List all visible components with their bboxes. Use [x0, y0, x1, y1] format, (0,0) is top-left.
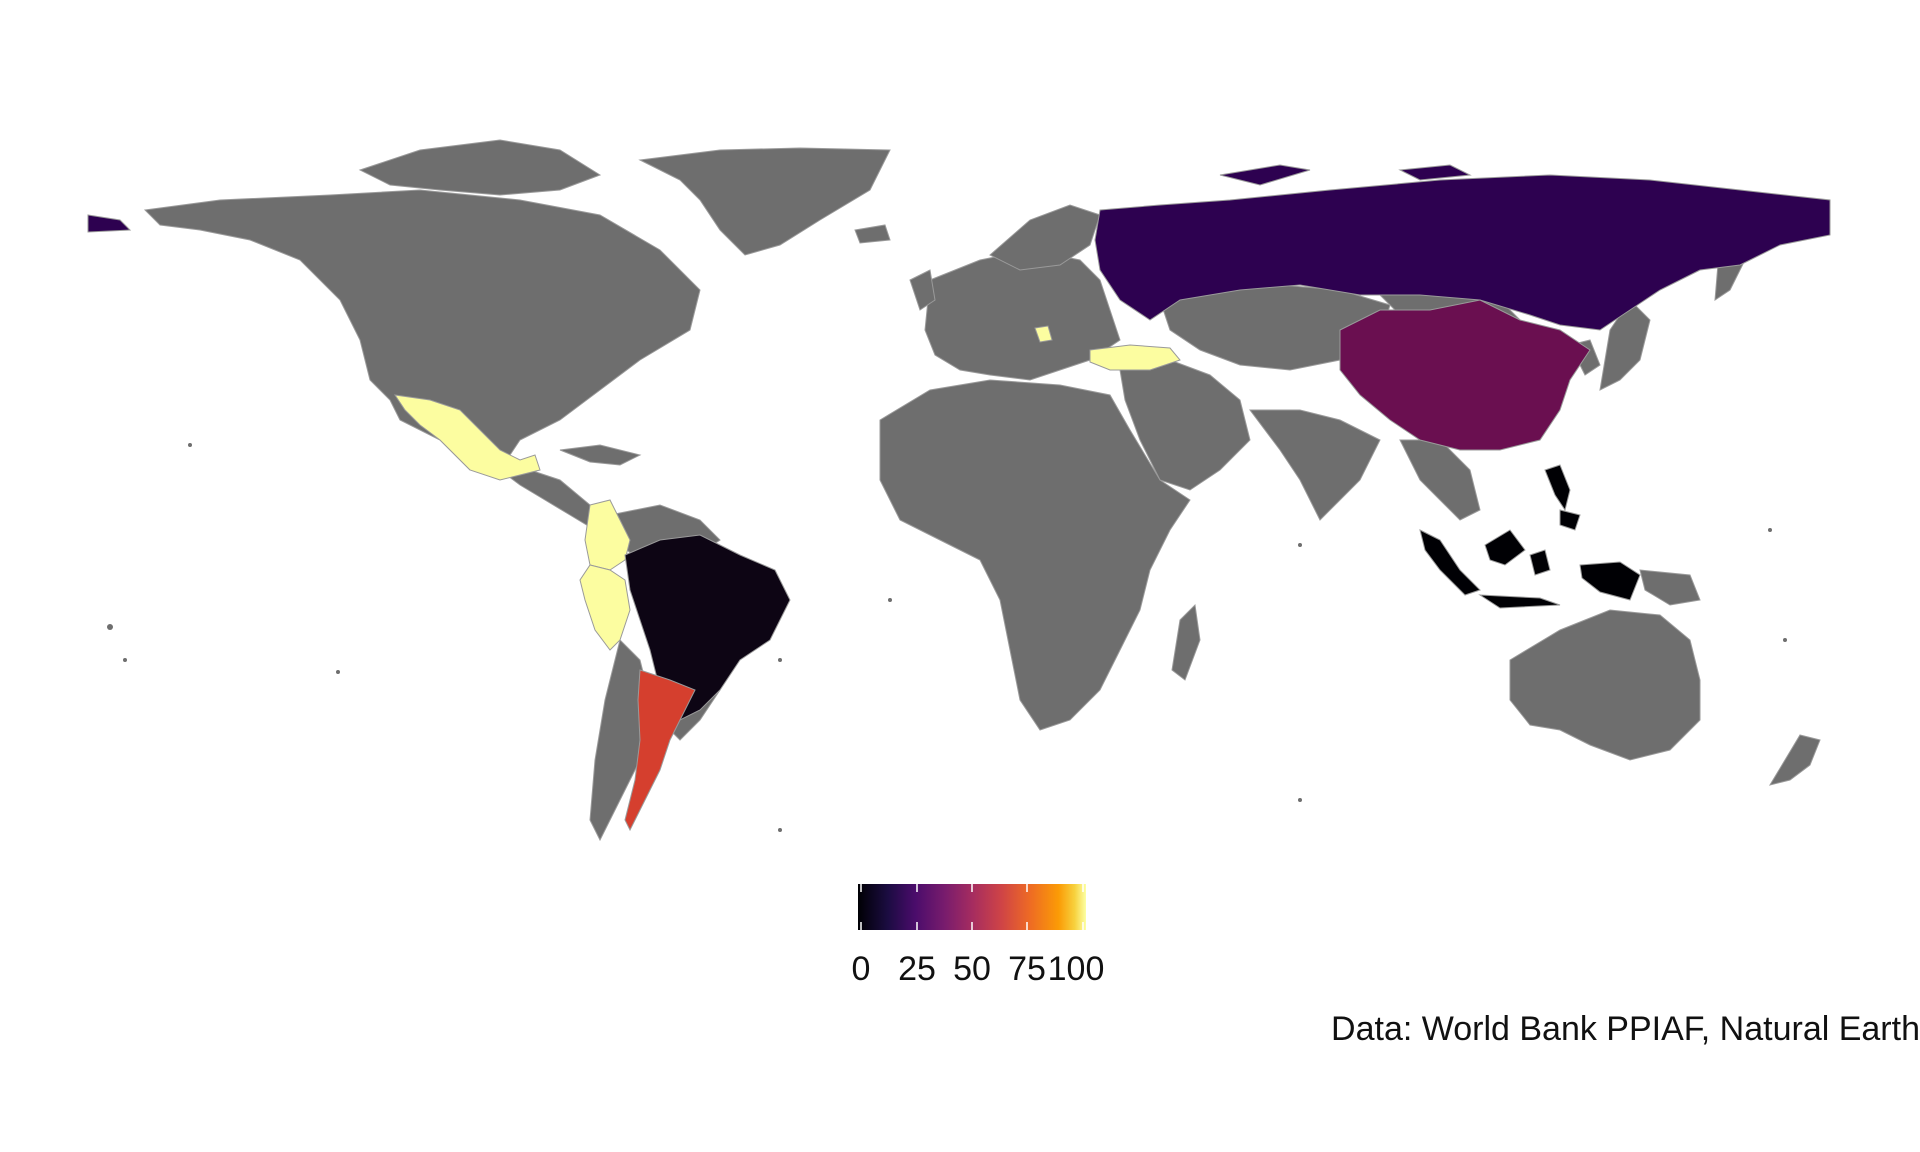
greenland	[638, 147, 891, 256]
legend-tick-50: 50	[953, 950, 991, 988]
australia	[1509, 609, 1701, 761]
serbia	[1034, 325, 1053, 343]
southeast-asia	[1399, 439, 1481, 521]
madagascar	[1171, 603, 1201, 681]
africa	[879, 379, 1191, 731]
peru	[579, 564, 631, 651]
legend-tick-0: 0	[851, 950, 871, 988]
new-zealand	[1768, 734, 1821, 786]
turkey	[1089, 344, 1181, 371]
brazil	[624, 534, 791, 721]
papua-new-guinea	[1639, 569, 1701, 606]
legend-colorbar	[858, 884, 1086, 930]
india	[1249, 409, 1381, 521]
russia-chukotka-wrap	[87, 214, 132, 233]
mexico	[393, 394, 541, 481]
iceland	[854, 224, 891, 244]
philippines	[1544, 464, 1581, 531]
colombia	[584, 499, 631, 571]
china	[1339, 299, 1591, 451]
russia-arctic-islands	[1219, 164, 1472, 186]
indonesia	[1419, 529, 1641, 609]
highlighted-countries	[87, 164, 1831, 832]
scandinavia	[989, 204, 1101, 271]
caribbean	[559, 444, 642, 466]
argentina	[624, 669, 696, 832]
uk-ireland	[909, 269, 936, 311]
legend-tick-100: 100	[1047, 950, 1105, 988]
north-america	[143, 189, 701, 471]
legend-tick-25: 25	[898, 950, 936, 988]
legend-tick-75: 75	[1008, 950, 1046, 988]
middle-east	[1119, 359, 1251, 491]
small-islands	[107, 443, 1787, 832]
arctic-islands	[358, 139, 602, 196]
source-caption: Data: World Bank PPIAF, Natural Earth	[1331, 1010, 1920, 1048]
russia	[1094, 174, 1831, 331]
